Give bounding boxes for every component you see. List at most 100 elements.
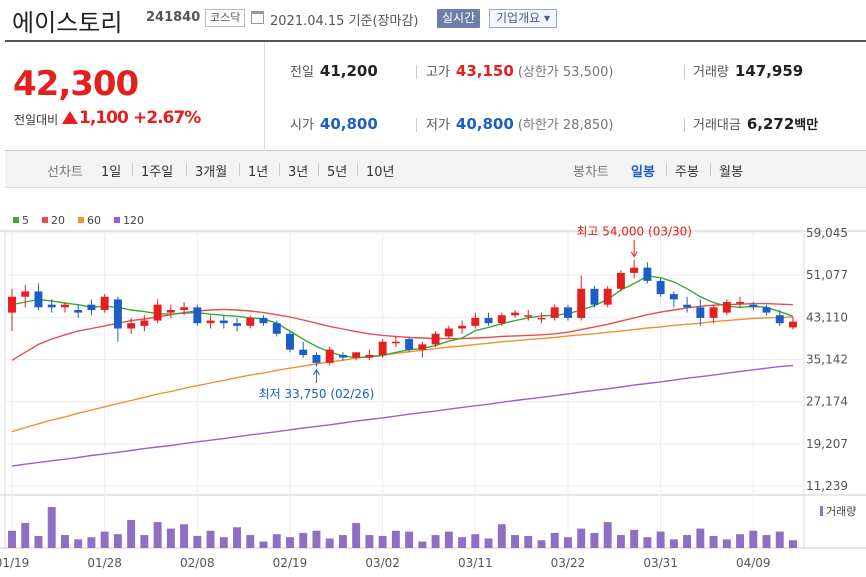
x-tick-label: 02/19 (273, 556, 308, 570)
candle-body (259, 317, 268, 324)
legend-label-5: 5 (22, 214, 29, 227)
volume-bar (87, 537, 96, 548)
divider (666, 163, 667, 176)
candle-body (8, 296, 16, 313)
volume-value: 147,959 (734, 62, 804, 80)
volume-bar (683, 535, 692, 548)
volume-bar (272, 534, 281, 548)
high-value: 43,150 (455, 62, 514, 80)
volume-bar (34, 535, 43, 548)
x-tick-label: 01/19 (0, 556, 29, 570)
candle-body (87, 304, 96, 310)
volume-bar (365, 535, 374, 548)
realtime-button[interactable]: 실시간 (437, 9, 481, 28)
low-value: 40,800 (455, 115, 514, 133)
candle-body (722, 302, 731, 313)
candle-weekly[interactable]: 주봉 (675, 165, 699, 180)
low-arrow-head (313, 368, 320, 376)
volume-bar (775, 531, 784, 548)
candle-body (418, 344, 427, 350)
divider (357, 163, 358, 176)
period-3m[interactable]: 3개월 (195, 165, 228, 180)
amount-value: 6,272 (746, 115, 795, 133)
divider (416, 65, 417, 79)
x-tick-label: 04/09 (736, 556, 771, 570)
change-rate: +2.67% (133, 108, 201, 128)
volume-bar (47, 507, 56, 548)
change-label: 전일대비 (14, 113, 59, 127)
low-price: 저가 40,800 (하한가 28,850) (426, 114, 613, 133)
ma-20-line (11, 302, 794, 361)
divider (318, 163, 319, 176)
ma-60-line (11, 316, 794, 433)
amount-unit: 백만 (794, 118, 819, 133)
open-price: 시가 40,800 (290, 114, 378, 133)
volume-bar (338, 535, 347, 548)
candle-body (431, 333, 440, 345)
candle-body (100, 296, 109, 310)
candle-body (113, 299, 122, 329)
legend-swatch-120 (114, 217, 120, 223)
divider (684, 65, 685, 79)
period-3y[interactable]: 3년 (288, 165, 309, 180)
current-price-box: 42,300 전일대비 1,100 +2.67% (5, 42, 265, 151)
candle-body (352, 352, 361, 358)
company-overview-dropdown[interactable]: 기업개요 ▾ (489, 9, 557, 28)
candle-body (140, 320, 149, 326)
volume-bar (405, 531, 414, 548)
divider (684, 118, 685, 132)
candle-body (272, 323, 281, 334)
line-chart-label: 선차트 (47, 165, 83, 180)
volume-bar (563, 537, 572, 548)
open-label: 시가 (290, 118, 314, 133)
volume-bar (762, 535, 771, 548)
candle-body (180, 307, 189, 310)
amount-info: 거래대금 6,272백만 (693, 114, 818, 133)
volume-bar (127, 519, 136, 548)
candle-body (458, 325, 467, 329)
volume-bar (458, 537, 467, 548)
volume-bar (749, 530, 758, 548)
volume-info: 거래량 147,959 (693, 61, 803, 80)
period-10y[interactable]: 10년 (366, 165, 395, 180)
lower-limit: (하한가 28,850) (517, 118, 614, 133)
period-1w[interactable]: 1주일 (141, 165, 174, 180)
candle-body (444, 328, 453, 337)
candle-body (775, 315, 784, 324)
candle-body (127, 323, 136, 329)
x-tick-label: 03/31 (643, 556, 678, 570)
candle-body (60, 304, 69, 308)
stock-chart: 5 20 60 120 59,045 51,077 43,110 35,142 27,174 19… (0, 214, 866, 570)
period-1y[interactable]: 1년 (248, 165, 269, 180)
x-tick-label: 03/22 (551, 556, 586, 570)
candle-daily[interactable]: 일봉 (631, 165, 655, 180)
volume-bar (193, 535, 202, 548)
volume-bar (233, 527, 242, 548)
candle-body (34, 291, 43, 308)
candle-body (643, 267, 652, 281)
candle-body (471, 317, 480, 326)
period-5y[interactable]: 5년 (327, 165, 348, 180)
divider (279, 163, 280, 176)
volume-bar (391, 530, 400, 548)
candle-body (590, 288, 599, 305)
candle-body (630, 267, 639, 273)
volume-bar (378, 535, 387, 548)
high-arrow-head (630, 251, 638, 258)
volume-bar (166, 528, 175, 548)
candle-body (696, 307, 705, 318)
price-panel: 42,300 전일대비 1,100 +2.67% 전일 41,200 고가 43,1… (5, 40, 866, 151)
candle-body (299, 349, 308, 355)
candle-body (656, 280, 665, 295)
period-selector: 선차트 1일 1주일 3개월 1년 3년 5년 10년 봉차트 일봉 주봉 월봉 (5, 151, 866, 188)
candle-monthly[interactable]: 월봉 (719, 165, 743, 180)
volume-bar (60, 535, 69, 548)
y-tick-label: 59,045 (806, 226, 848, 240)
candle-body (762, 307, 771, 313)
candle-body (563, 307, 572, 318)
candle-body (193, 307, 202, 324)
candle-body (206, 320, 215, 324)
volume-bar (696, 528, 705, 548)
candle-body (749, 304, 758, 308)
period-1d[interactable]: 1일 (101, 165, 122, 180)
